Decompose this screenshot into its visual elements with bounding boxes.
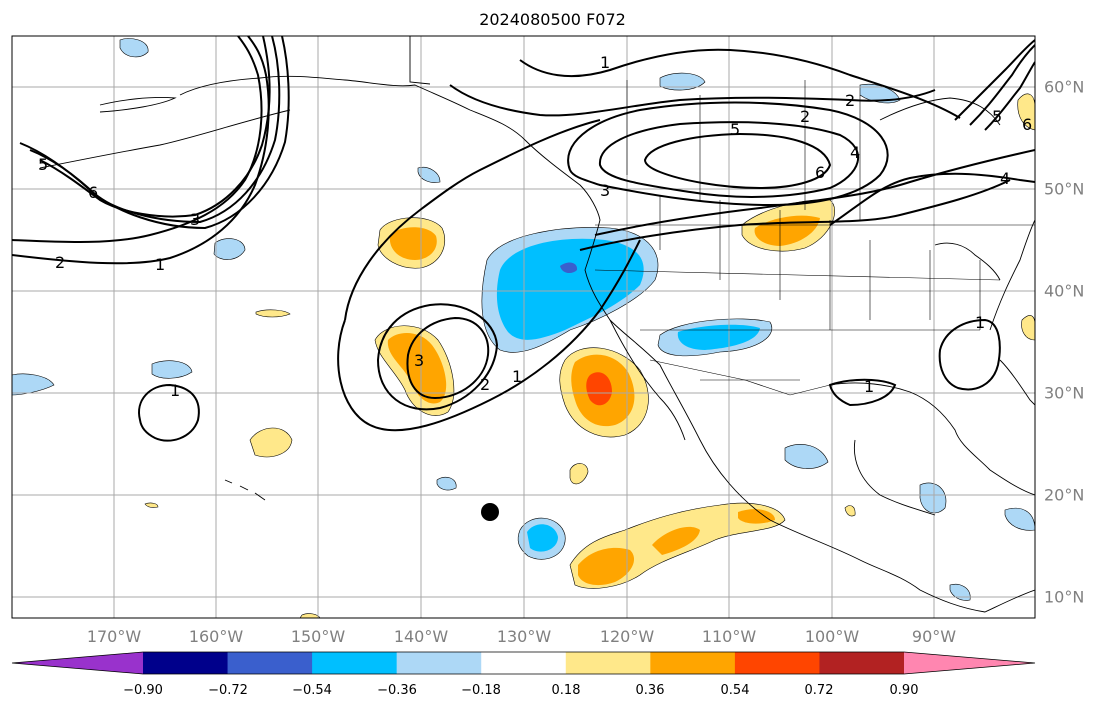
contour-label: 1 — [155, 255, 165, 274]
positive-anomaly-area — [144, 502, 159, 508]
positive-anomaly-area — [389, 227, 437, 260]
lon-label: 100°W — [804, 627, 860, 646]
colorbar-segment — [819, 652, 905, 674]
lon-label: 160°W — [188, 627, 244, 646]
positive-anomaly-area — [1021, 315, 1035, 341]
positive-anomaly-area — [255, 309, 291, 318]
contour-label: 6 — [88, 183, 98, 202]
negative-anomaly-area — [151, 360, 193, 379]
contour-label: 5 — [992, 107, 1002, 126]
contour-label: 2 — [845, 91, 855, 110]
lon-label: 120°W — [599, 627, 655, 646]
positive-anomaly-area — [387, 333, 447, 404]
negative-anomaly-area — [859, 83, 901, 104]
colorbar-segment — [227, 652, 313, 674]
contour-label: 3 — [600, 181, 610, 200]
positive-anomaly-area — [844, 505, 856, 517]
colorbar-extend-min — [12, 652, 143, 674]
positive-anomaly-area — [249, 427, 293, 458]
location-marker — [481, 503, 499, 521]
contour-lines — [12, 36, 1035, 442]
colorbar-tick-label: 0.54 — [720, 683, 750, 698]
contour-label: 2 — [800, 107, 810, 126]
negative-anomaly-area — [213, 238, 246, 260]
colorbar-tick-label: −0.72 — [208, 683, 248, 698]
negative-anomaly-area — [527, 524, 558, 552]
colorbar-tick-label: 0.72 — [804, 683, 834, 698]
map-frame — [11, 35, 1036, 619]
lat-label: 60°N — [1044, 77, 1085, 97]
positive-anomaly-area — [1017, 93, 1035, 131]
lat-label: 20°N — [1044, 485, 1085, 505]
colorbar-segment — [396, 652, 482, 674]
political-borders — [594, 80, 1035, 396]
positive-anomaly-area — [738, 509, 775, 524]
colorbar-segment — [650, 652, 736, 674]
contour-label: 6 — [1022, 115, 1032, 134]
lat-label: 10°N — [1044, 587, 1085, 607]
shaded-field-layer — [12, 38, 1035, 618]
contour-label: 4 — [850, 143, 860, 162]
coastlines — [39, 36, 1035, 613]
negative-anomaly-area — [919, 482, 947, 514]
negative-anomaly-area — [436, 476, 457, 491]
positive-anomaly-area — [299, 613, 321, 618]
contour-label: 1 — [864, 377, 874, 396]
contour-label: 1 — [512, 367, 522, 386]
lat-label: 40°N — [1044, 281, 1085, 301]
colorbar-tick-label: 0.18 — [551, 683, 581, 698]
contour-label: 6 — [815, 163, 825, 182]
lat-label: 50°N — [1044, 179, 1085, 199]
negative-anomaly-area — [496, 238, 644, 340]
colorbar-segment — [143, 652, 229, 674]
negative-anomaly-area — [417, 167, 441, 183]
negative-anomaly-area — [677, 324, 760, 350]
positive-anomaly-area — [569, 463, 589, 485]
negative-anomaly-area — [949, 583, 971, 601]
colorbar-tick-label: 0.36 — [635, 683, 665, 698]
colorbar-segment — [565, 652, 651, 674]
lon-label: 150°W — [290, 627, 346, 646]
negative-anomaly-area — [12, 373, 55, 396]
negative-anomaly-area — [659, 72, 706, 91]
lon-label: 140°W — [393, 627, 449, 646]
colorbar-tick-label: −0.54 — [292, 683, 332, 698]
lon-label: 130°W — [496, 627, 552, 646]
colorbar-extend-max — [904, 652, 1035, 674]
contour-label: 2 — [480, 375, 490, 394]
contour-label-layer: 1 2 5 2 6 4 3 4 6 5 5 6 3 2 1 3 2 1 1 1 … — [38, 53, 1032, 400]
negative-anomaly-area — [560, 262, 578, 274]
lon-label: 90°W — [911, 627, 957, 646]
lat-label: 30°N — [1044, 383, 1085, 403]
colorbar-tick-label: 0.90 — [889, 683, 919, 698]
contour-label: 2 — [55, 253, 65, 272]
contour-label: 1 — [600, 53, 610, 72]
colorbar-tick-label: −0.18 — [461, 683, 501, 698]
colorbar-tick-label: −0.90 — [123, 683, 163, 698]
contour-label: 3 — [190, 210, 200, 229]
colorbar — [11, 651, 1036, 675]
contour-label: 5 — [38, 155, 48, 174]
colorbar-tick-label: −0.36 — [377, 683, 417, 698]
negative-anomaly-area — [119, 38, 149, 58]
contour-label: 1 — [975, 313, 985, 332]
contour-label: 3 — [414, 351, 424, 370]
colorbar-segment — [312, 652, 398, 674]
lon-label: 170°W — [86, 627, 142, 646]
graticule — [12, 36, 1035, 618]
colorbar-segment — [481, 652, 567, 674]
lon-label: 110°W — [701, 627, 757, 646]
colorbar-segment — [734, 652, 820, 674]
negative-anomaly-area — [784, 444, 829, 469]
colorbar-outline — [11, 651, 1036, 675]
contour-label: 4 — [1000, 169, 1010, 188]
positive-anomaly-area — [578, 547, 635, 586]
positive-anomaly-area — [652, 526, 700, 555]
map-title: 2024080500 F072 — [479, 10, 626, 29]
contour-label: 5 — [730, 120, 740, 139]
contour-label: 1 — [170, 381, 180, 400]
positive-anomaly-area — [586, 372, 612, 406]
